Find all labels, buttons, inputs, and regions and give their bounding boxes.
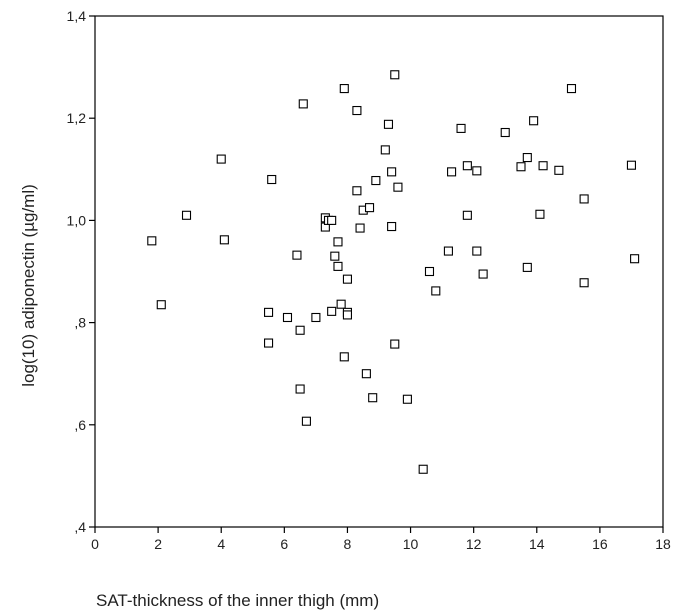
- data-point: [333, 261, 343, 271]
- data-point: [147, 236, 157, 246]
- y-tick-label: 1,4: [67, 8, 87, 24]
- data-point: [361, 369, 371, 379]
- data-point: [364, 203, 375, 213]
- data-point: [579, 194, 589, 204]
- data-point: [462, 210, 472, 220]
- data-point: [301, 416, 311, 426]
- x-axis-title: SAT-thickness of the inner thigh (mm): [96, 591, 379, 610]
- y-tick-label: 1,0: [67, 212, 87, 228]
- data-point: [566, 84, 577, 94]
- data-point: [282, 312, 293, 323]
- data-point: [387, 167, 397, 177]
- data-point: [352, 105, 362, 116]
- y-tick-label: 1,2: [67, 110, 87, 126]
- data-point: [339, 84, 349, 94]
- data-point: [390, 70, 400, 80]
- plot-frame: [94, 15, 664, 528]
- data-point: [371, 175, 381, 186]
- data-point: [264, 307, 274, 317]
- tick-layer: ,4 ,6 ,8 1,0 1,2 1,4 0 2 4 6 8 10 12 14 16 18: [67, 8, 671, 552]
- data-point: [529, 116, 539, 126]
- data-point: [216, 154, 226, 164]
- data-point: [355, 223, 365, 233]
- data-point: [626, 160, 636, 170]
- x-tick-label: 12: [466, 536, 482, 552]
- data-point: [478, 269, 488, 279]
- data-point: [267, 174, 277, 185]
- data-point: [535, 209, 545, 219]
- data-point: [156, 300, 166, 310]
- data-point: [342, 274, 352, 284]
- x-tick-label: 16: [592, 536, 608, 552]
- data-point: [383, 119, 394, 129]
- data-point: [516, 162, 526, 172]
- x-tick-label: 0: [91, 536, 99, 552]
- data-point: [431, 286, 441, 296]
- data-point: [522, 262, 532, 272]
- data-point: [418, 464, 428, 474]
- data-point: [295, 325, 305, 335]
- data-point: [352, 186, 362, 196]
- data-point: [311, 312, 321, 323]
- x-tick-label: 10: [403, 536, 419, 552]
- data-point: [342, 310, 352, 320]
- x-tick-label: 6: [280, 536, 288, 552]
- axis-layer: [94, 15, 664, 528]
- x-tick-label: 8: [344, 536, 352, 552]
- y-tick-label: ,8: [74, 315, 86, 331]
- data-point: [339, 352, 349, 362]
- x-tick-label: 2: [154, 536, 162, 552]
- data-point: [456, 123, 466, 133]
- data-point: [462, 161, 472, 171]
- data-point: [368, 393, 378, 403]
- data-point: [264, 338, 274, 348]
- data-point: [336, 299, 346, 309]
- data-point: [327, 215, 337, 225]
- x-tick-label: 14: [529, 536, 545, 552]
- y-tick-label: ,6: [74, 417, 86, 433]
- data-point: [327, 306, 337, 316]
- data-point: [424, 266, 435, 277]
- data-point: [472, 246, 482, 256]
- x-tick-label: 4: [217, 536, 225, 552]
- data-point: [333, 237, 343, 247]
- data-point: [579, 278, 589, 288]
- data-point: [472, 166, 482, 176]
- data-point: [443, 246, 453, 256]
- y-tick-label: ,4: [74, 519, 86, 535]
- data-point: [380, 145, 390, 155]
- x-tick-label: 18: [655, 536, 671, 552]
- data-point: [393, 182, 403, 192]
- data-point: [402, 394, 412, 404]
- data-point: [387, 221, 397, 232]
- data-point: [500, 127, 510, 138]
- data-point: [522, 152, 532, 163]
- data-point: [330, 251, 340, 261]
- y-axis-title: log(10) adiponectin (µg/ml): [19, 184, 38, 387]
- data-point: [538, 161, 548, 171]
- data-point: [447, 167, 457, 177]
- data-point: [292, 250, 302, 260]
- data-point: [630, 254, 640, 264]
- data-point: [390, 339, 400, 349]
- data-point: [554, 165, 564, 175]
- data-point: [298, 99, 308, 109]
- data-point: [181, 210, 192, 220]
- point-layer: [147, 70, 640, 474]
- data-point: [295, 384, 305, 394]
- data-point: [219, 235, 229, 245]
